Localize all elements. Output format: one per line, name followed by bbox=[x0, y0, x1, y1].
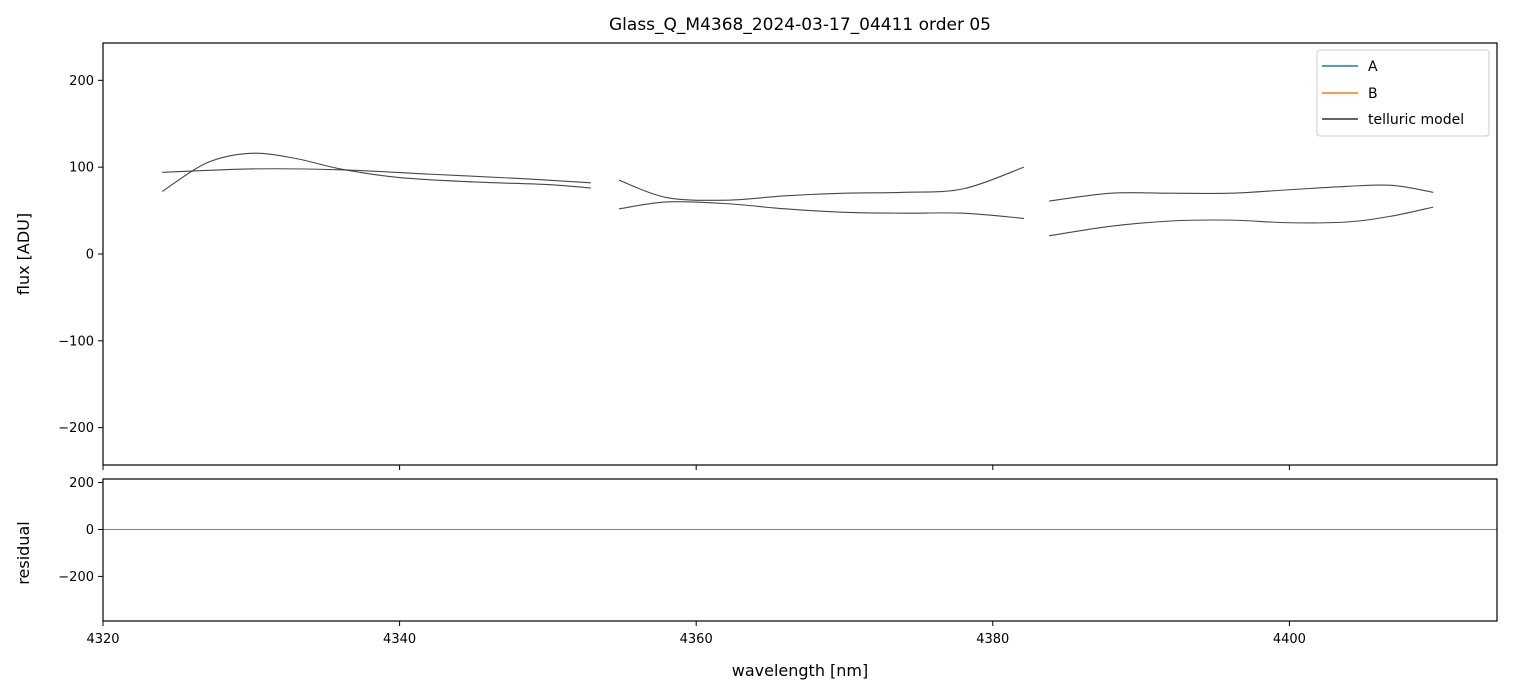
residual-y-axis-label: residual bbox=[14, 521, 33, 584]
residual-y-tick-label: −200 bbox=[58, 570, 94, 585]
telluric-model-curve-3 bbox=[618, 166, 1025, 201]
x-tick-label: 4360 bbox=[680, 632, 713, 647]
main-y-tick-label: 200 bbox=[69, 74, 94, 89]
telluric-model-curve-5 bbox=[1049, 184, 1434, 202]
chart-title: Glass_Q_M4368_2024-03-17_04411 order 05 bbox=[609, 15, 991, 35]
legend: A B telluric model bbox=[1316, 49, 1490, 137]
x-tick-label: 4380 bbox=[976, 632, 1009, 647]
telluric-model-curve-4 bbox=[618, 201, 1024, 219]
main-y-axis: 200 100 0 −100 −200 bbox=[58, 74, 103, 436]
main-y-tick-label: 100 bbox=[69, 161, 94, 176]
residual-plot-frame bbox=[102, 478, 1498, 622]
main-y-tick-label: −100 bbox=[58, 334, 94, 349]
x-tick-label: 4400 bbox=[1273, 632, 1306, 647]
legend-label-a: A bbox=[1368, 59, 1378, 75]
x-tick-label: 4320 bbox=[86, 632, 119, 647]
residual-y-tick-label: 200 bbox=[69, 476, 94, 491]
telluric-model-curve-1 bbox=[162, 152, 591, 192]
main-y-tick-label: 0 bbox=[86, 248, 94, 263]
main-y-tick-label: −200 bbox=[58, 421, 94, 436]
main-y-axis-label: flux [ADU] bbox=[14, 213, 33, 295]
residual-x-axis: 4320 4340 4360 4380 4400 bbox=[86, 621, 1306, 647]
telluric-model-lines bbox=[162, 152, 1434, 237]
residual-y-tick-label: 0 bbox=[86, 523, 94, 538]
legend-label-telluric: telluric model bbox=[1368, 112, 1464, 128]
main-x-axis-ticks bbox=[102, 465, 1290, 470]
main-plot-frame bbox=[102, 42, 1498, 466]
telluric-model-curve-6 bbox=[1049, 206, 1434, 237]
legend-label-b: B bbox=[1368, 86, 1378, 102]
legend-box bbox=[1316, 49, 1490, 137]
x-tick-label: 4340 bbox=[383, 632, 416, 647]
telluric-model-curve-2 bbox=[162, 168, 591, 184]
residual-y-axis: 200 0 −200 bbox=[58, 476, 103, 585]
x-axis-label: wavelength [nm] bbox=[732, 661, 869, 680]
